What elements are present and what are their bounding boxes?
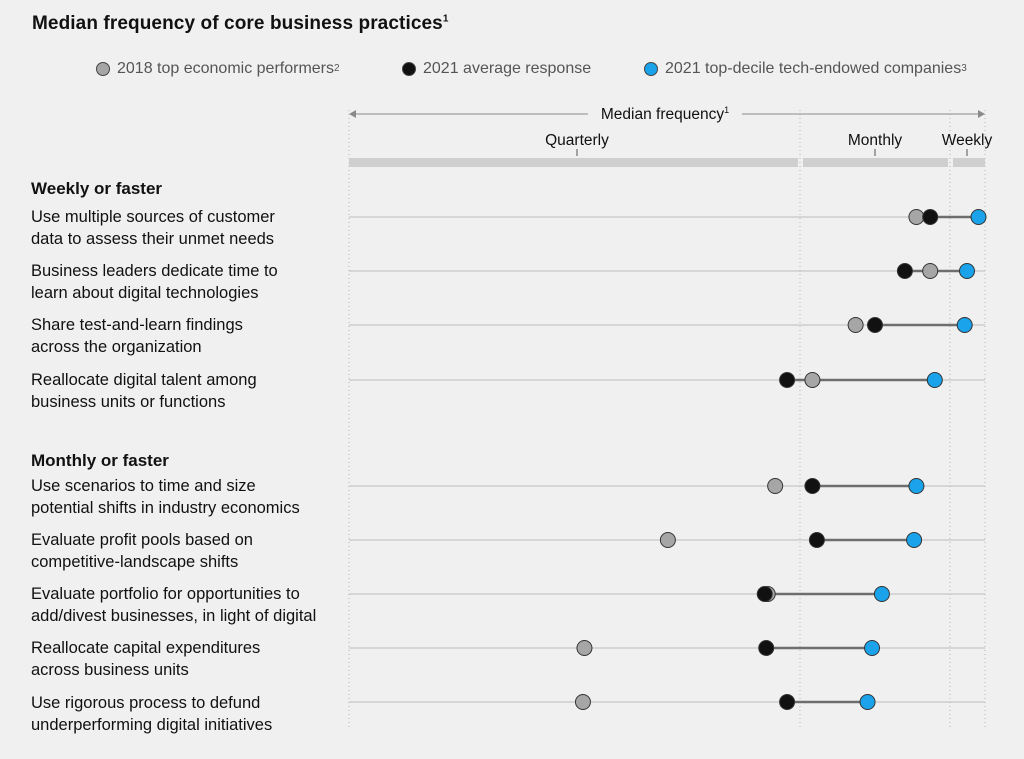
legend-dot-2021-top-decile bbox=[644, 62, 658, 76]
row-label: Evaluate profit pools based on competitiv… bbox=[31, 531, 253, 571]
data-point-2018 bbox=[767, 478, 784, 494]
row-label: Business leaders dedicate time to learn a… bbox=[31, 262, 278, 302]
data-point-2021-top bbox=[873, 586, 890, 602]
data-point-2021-top bbox=[864, 640, 881, 656]
data-point-2018 bbox=[804, 372, 821, 388]
data-point-2018 bbox=[576, 640, 593, 656]
data-point-2018 bbox=[922, 263, 939, 279]
data-point-2018 bbox=[908, 209, 925, 225]
row-label: Use rigorous process to defund underperfo… bbox=[31, 694, 273, 734]
data-point-2018 bbox=[574, 694, 591, 710]
data-point-2021-top bbox=[970, 209, 987, 225]
legend-item-2021-average: 2021 average response bbox=[402, 60, 591, 78]
data-point-2021-top bbox=[908, 478, 925, 494]
tick-label: Monthly bbox=[848, 132, 903, 149]
legend-label-2021-average: 2021 average response bbox=[423, 60, 592, 77]
data-point-2021-top bbox=[956, 317, 973, 333]
legend-label-2018: 2018 top economic performers bbox=[117, 60, 334, 77]
data-point-2018 bbox=[659, 532, 676, 548]
row-label: Reallocate capital expenditures across bu… bbox=[31, 639, 261, 679]
data-point-2021-top bbox=[926, 372, 943, 388]
tick-label: Quarterly bbox=[545, 132, 609, 149]
legend-item-2021-top-decile: 2021 top-decile tech-endowed companies 3 bbox=[644, 60, 967, 78]
data-point-2021-avg bbox=[867, 317, 883, 333]
group-title-monthly: Monthly or faster bbox=[31, 451, 169, 470]
data-point-2021-avg bbox=[756, 586, 773, 602]
row-label: Share test-and-learn findings across the … bbox=[31, 316, 243, 356]
data-point-2021-avg bbox=[808, 532, 825, 548]
row-label: Reallocate digital talent among business … bbox=[31, 371, 257, 411]
axis-band-weekly bbox=[953, 158, 985, 167]
legend-item-2018: 2018 top economic performers 2 bbox=[96, 60, 340, 78]
legend-label-2021-top-decile: 2021 top-decile tech-endowed companies bbox=[665, 60, 962, 77]
tick-label: Weekly bbox=[942, 132, 993, 149]
data-point-2021-avg bbox=[758, 640, 775, 656]
data-point-2021-avg bbox=[779, 372, 796, 388]
axis-band-quarterly bbox=[349, 158, 798, 167]
legend-dot-2021-average bbox=[402, 62, 416, 76]
data-point-2021-avg bbox=[922, 209, 939, 225]
axis-arrow-head-left bbox=[349, 110, 356, 118]
data-point-2021-avg bbox=[804, 478, 821, 494]
row-label: Evaluate portfolio for opportunities to a… bbox=[31, 585, 317, 625]
axis-label: Median frequency1 bbox=[601, 105, 729, 123]
data-point-2021-top bbox=[959, 263, 975, 279]
data-point-2021-top bbox=[859, 694, 876, 710]
data-point-2018 bbox=[847, 317, 864, 333]
axis-band-monthly bbox=[803, 158, 948, 167]
chart-title: Median frequency of core business practi… bbox=[32, 13, 449, 34]
axis-arrow-head-right bbox=[978, 110, 985, 118]
legend-dot-2018 bbox=[96, 62, 110, 76]
row-label: Use multiple sources of customer data to … bbox=[31, 208, 275, 248]
row-label: Use scenarios to time and size potential … bbox=[31, 477, 300, 517]
group-title-weekly: Weekly or faster bbox=[31, 179, 163, 198]
data-point-2021-top bbox=[906, 532, 923, 548]
data-point-2021-avg bbox=[779, 694, 796, 710]
data-point-2021-avg bbox=[896, 263, 913, 279]
